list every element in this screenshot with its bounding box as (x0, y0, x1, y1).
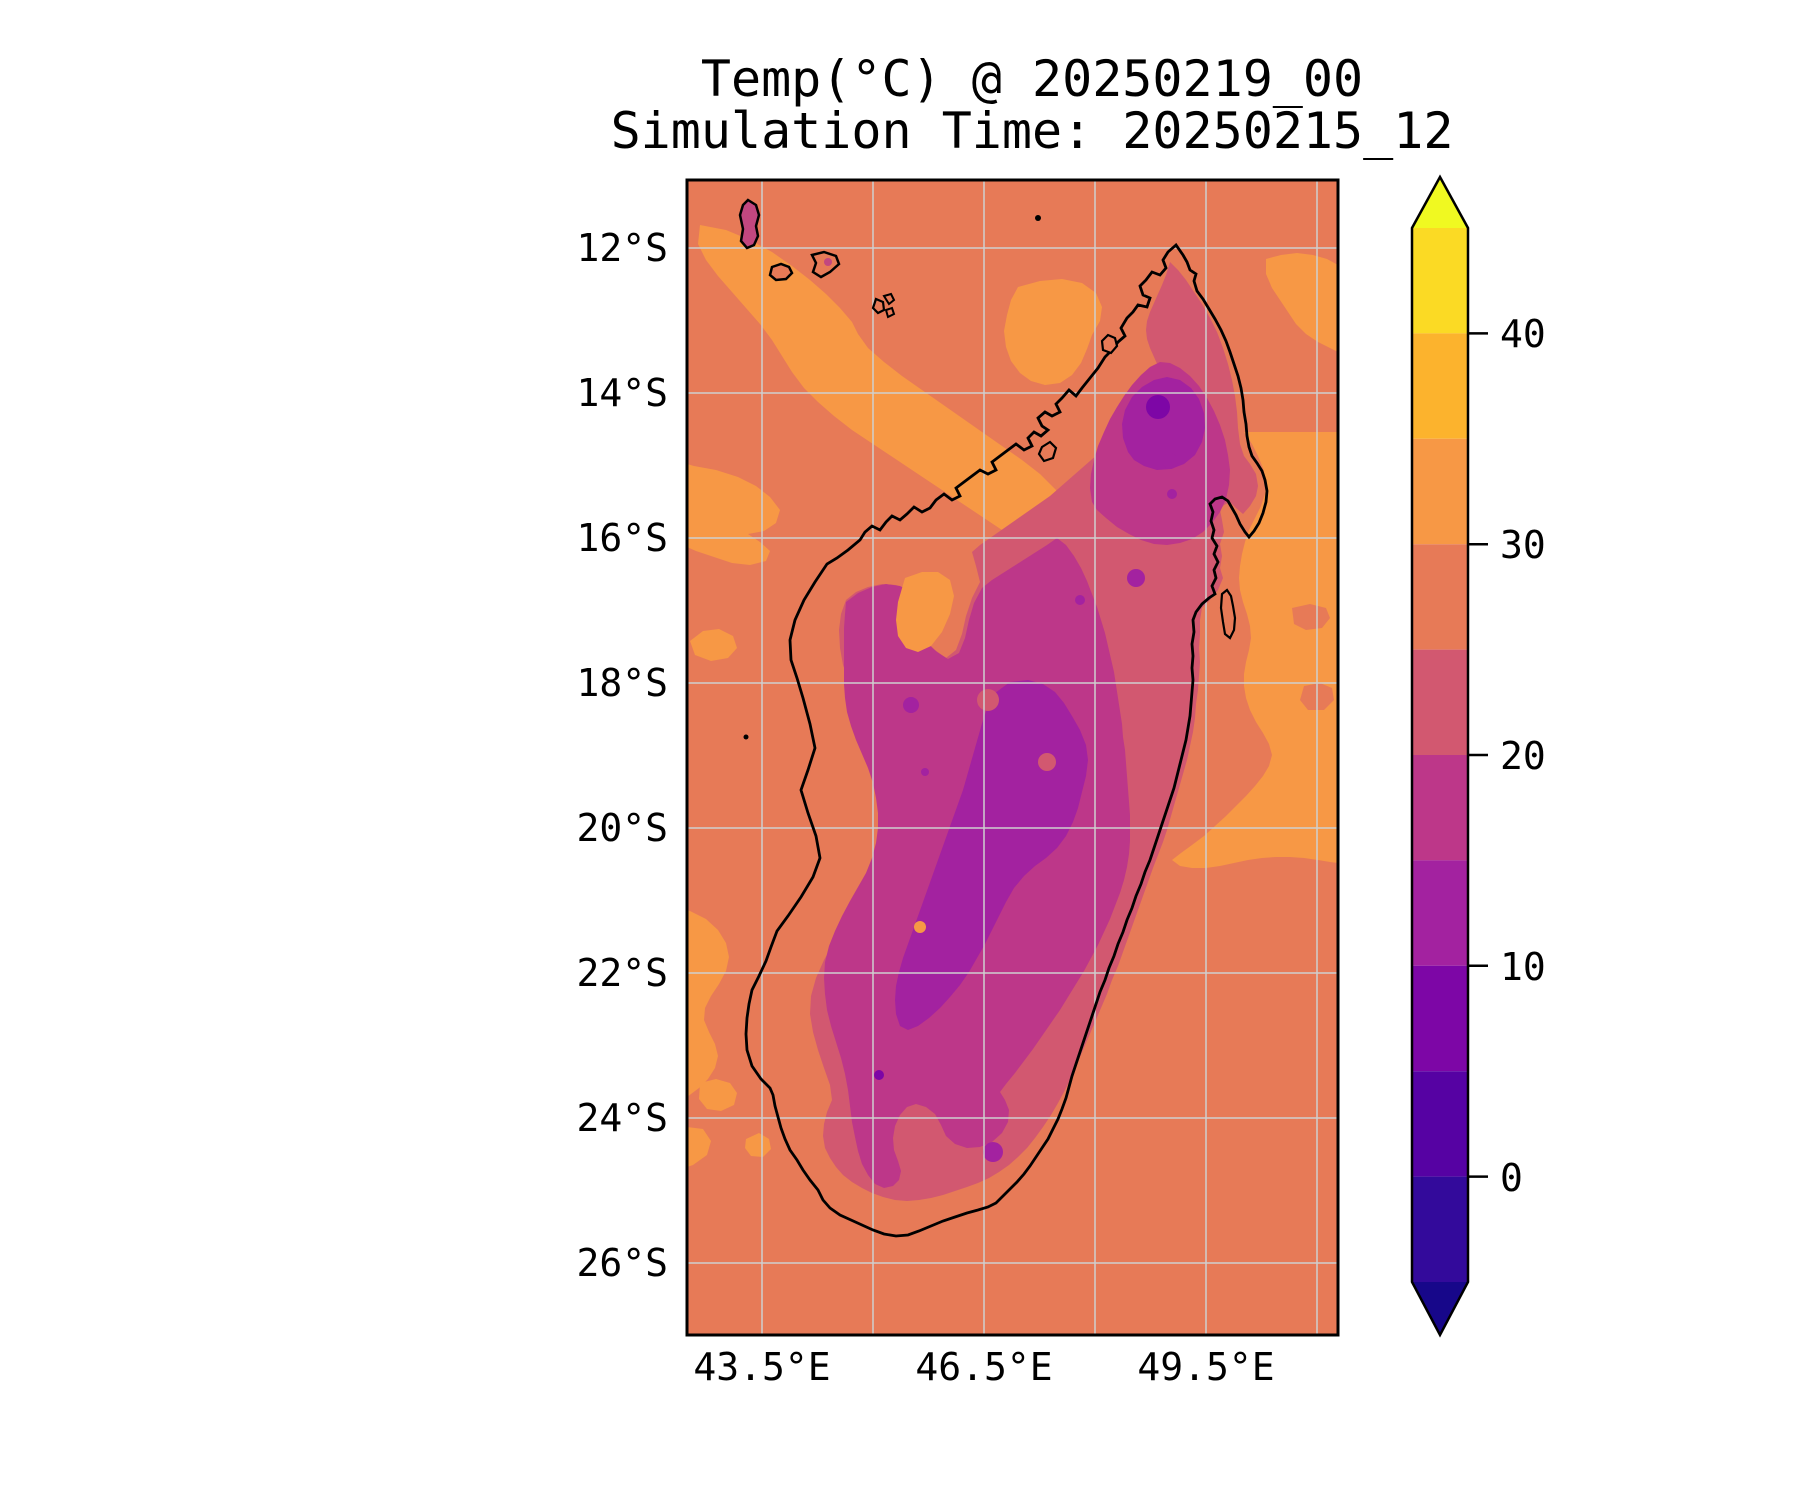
contour-patch (983, 1142, 1003, 1162)
y-tick-label: 22°S (576, 951, 668, 995)
colorbar-tick: 20 (1468, 734, 1546, 778)
colorbar-tick: 10 (1468, 945, 1546, 989)
coastline (744, 242, 1269, 1238)
colorbar-ticks: 40 30 20 10 0 (1468, 312, 1546, 1200)
coastline (882, 292, 896, 306)
colorbar-band (1412, 544, 1468, 650)
coastline (1035, 215, 1041, 221)
contour-fills (687, 180, 1338, 1335)
colorbar-band (1412, 438, 1468, 545)
colorbar-band (1412, 1282, 1468, 1335)
graticule (687, 180, 1338, 1335)
y-tick-label: 20°S (576, 806, 668, 850)
colorbar-band (1412, 1071, 1468, 1177)
colorbar-band (1412, 649, 1468, 755)
contour-patch (895, 680, 1088, 1030)
coastline (743, 734, 749, 740)
colorbar-outline (1410, 174, 1470, 1338)
contour-patch (687, 910, 729, 1097)
colorbar-band (1412, 228, 1468, 334)
y-tick-label: 24°S (576, 1096, 668, 1140)
colorbar-band (1412, 755, 1468, 861)
colorbar-bands (1412, 177, 1468, 1335)
map-border (685, 178, 1340, 1337)
plot-title: Temp(°C) @ 20250219_00 (701, 50, 1363, 108)
contour-patch (1167, 489, 1177, 499)
colorbar-tick: 40 (1468, 312, 1546, 356)
x-tick-label: 43.5°E (693, 1345, 830, 1389)
colorbar-band (1412, 333, 1468, 439)
coastline (824, 258, 832, 266)
contour-patch (1127, 569, 1145, 587)
colorbar-tick-label: 0 (1500, 1156, 1523, 1200)
y-tick-label: 18°S (576, 661, 668, 705)
coastline (884, 306, 896, 319)
y-tick-label: 26°S (576, 1241, 668, 1285)
coastline (1037, 440, 1058, 463)
y-tick-label: 12°S (576, 226, 668, 270)
contour-patch (914, 921, 926, 933)
contour-patch (1038, 753, 1056, 771)
contour-patch (896, 572, 954, 652)
contour-patch (1146, 395, 1170, 419)
colorbar-band (1412, 1176, 1468, 1282)
x-tick-label: 49.5°E (1137, 1345, 1274, 1389)
coastline (871, 297, 886, 315)
colorbar-band (1412, 860, 1468, 966)
plot-subtitle: Simulation Time: 20250215_12 (611, 102, 1454, 160)
contour-patch (1004, 279, 1102, 385)
colorbar-tick-label: 10 (1500, 945, 1546, 989)
colorbar-tick: 0 (1468, 1156, 1523, 1200)
colorbar-band (1412, 965, 1468, 1072)
colorbar-tick-label: 20 (1500, 734, 1546, 778)
colorbar-band (1412, 177, 1468, 228)
map-area (687, 180, 1338, 1335)
contour-patch (921, 768, 929, 776)
x-axis-labels: 43.5°E 46.5°E 49.5°E (693, 1345, 1274, 1389)
contour-patch (1266, 253, 1338, 352)
contour-patch (903, 697, 919, 713)
contour-patch (1172, 432, 1338, 868)
colorbar-tick: 30 (1468, 523, 1546, 567)
contour-patch (1122, 377, 1205, 470)
contour-patch (745, 1133, 771, 1157)
colorbar: 40 30 20 10 0 (1410, 174, 1546, 1338)
coastline (738, 198, 761, 250)
colorbar-tick-label: 30 (1500, 523, 1546, 567)
contour-patch (687, 1127, 711, 1167)
coastlines (738, 198, 1269, 1238)
contour-patch (690, 629, 737, 661)
contour-patch (1162, 453, 1178, 469)
y-axis-labels: 12°S 14°S 16°S 18°S 20°S 22°S 24°S 26°S (576, 226, 668, 1285)
contour-patch (699, 1079, 737, 1111)
y-tick-label: 14°S (576, 371, 668, 415)
coastline (1100, 333, 1119, 355)
colorbar-tick-label: 40 (1500, 312, 1546, 356)
contour-patch (687, 464, 780, 565)
contour-patch (1075, 595, 1085, 605)
contour-patch (977, 689, 999, 711)
coastline (768, 262, 794, 282)
x-tick-label: 46.5°E (915, 1345, 1052, 1389)
y-tick-label: 16°S (576, 516, 668, 560)
coastline (1219, 588, 1237, 640)
contour-patch (874, 1070, 884, 1080)
